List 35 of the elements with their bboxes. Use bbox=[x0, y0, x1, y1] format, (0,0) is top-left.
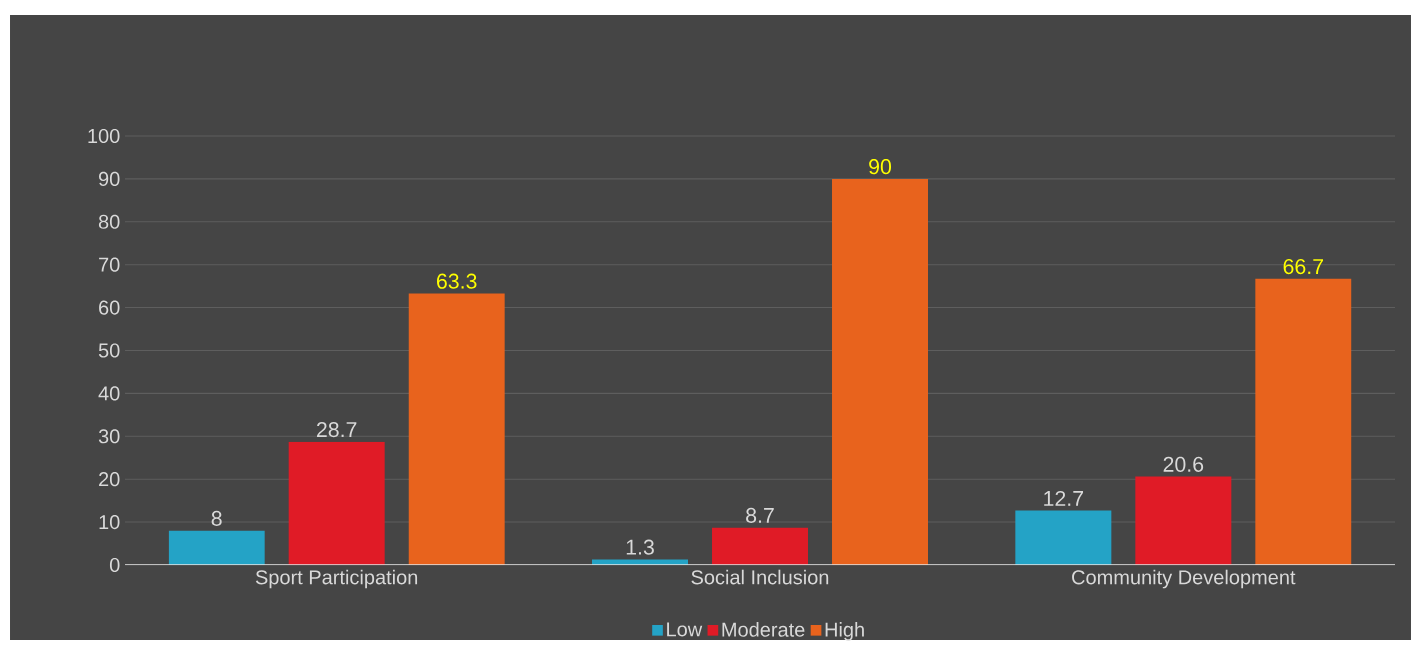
x-tick-label: Community Development bbox=[1072, 569, 1296, 589]
y-tick-label: 30 bbox=[98, 429, 120, 444]
legend-label: Low bbox=[667, 622, 703, 637]
y-tick-label: 80 bbox=[98, 214, 120, 229]
data-label: 1.3 bbox=[626, 539, 654, 555]
bar bbox=[712, 527, 808, 565]
data-label: 90 bbox=[869, 159, 892, 175]
y-tick-label: 20 bbox=[99, 472, 120, 487]
bar bbox=[832, 178, 928, 565]
data-label: 20.6 bbox=[1163, 456, 1204, 472]
y-tick-label: 70 bbox=[99, 257, 120, 272]
data-label: 8.7 bbox=[746, 507, 774, 523]
bar bbox=[592, 559, 689, 565]
bar bbox=[1015, 510, 1112, 565]
data-label: 63.3 bbox=[437, 273, 477, 289]
data-label: 8 bbox=[211, 510, 222, 526]
y-tick-label: 90 bbox=[99, 171, 120, 186]
data-label: 66.7 bbox=[1283, 259, 1324, 275]
bar bbox=[288, 441, 385, 565]
x-tick-label: Social Inclusion bbox=[691, 569, 829, 585]
y-tick-label: 10 bbox=[99, 515, 120, 530]
y-tick-label: 60 bbox=[99, 300, 120, 315]
data-label: 28.7 bbox=[316, 422, 357, 438]
y-tick-label: 50 bbox=[98, 343, 120, 358]
y-tick-label: 0 bbox=[109, 557, 120, 573]
y-tick-label: 40 bbox=[98, 386, 120, 401]
data-label: 12.7 bbox=[1044, 490, 1084, 506]
x-tick-label: Sport Participation bbox=[255, 569, 418, 589]
legend-label: Moderate bbox=[722, 622, 805, 637]
bar bbox=[408, 293, 505, 565]
bar bbox=[1135, 476, 1232, 565]
bar bbox=[1255, 278, 1352, 565]
y-tick-label: 100 bbox=[88, 128, 120, 144]
bar bbox=[168, 530, 265, 565]
legend-label: High bbox=[825, 622, 864, 641]
